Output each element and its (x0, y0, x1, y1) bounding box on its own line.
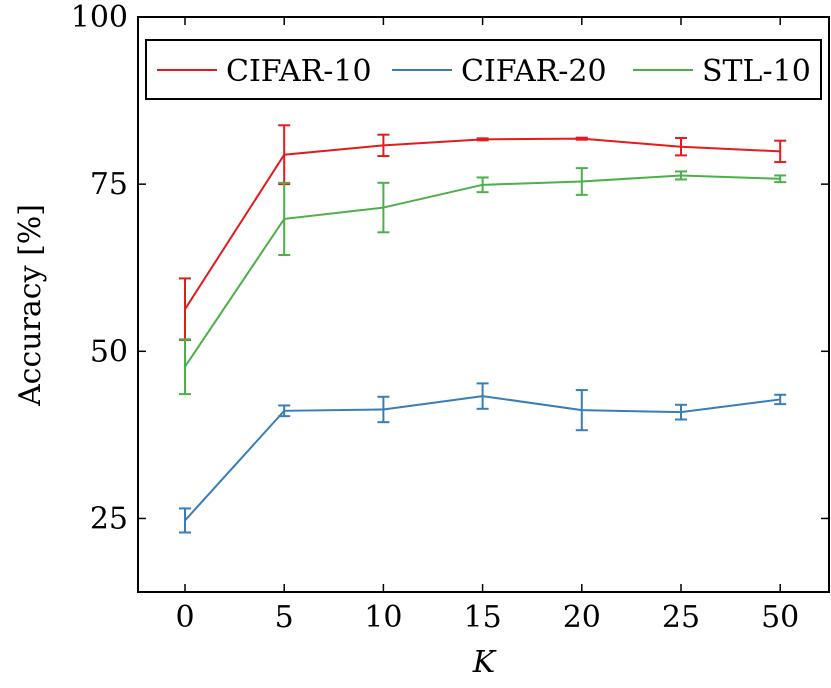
series-cifar-20 (179, 382, 787, 534)
series-layer (179, 124, 787, 534)
legend-label: CIFAR-20 (461, 54, 607, 89)
legend-label: CIFAR-10 (226, 54, 372, 89)
x-tick-label: 15 (464, 600, 502, 635)
x-tick-label: 5 (275, 600, 294, 635)
legend-label: STL-10 (702, 54, 811, 89)
legend-box (145, 39, 822, 100)
y-axis-title: Accuracy [%] (13, 204, 48, 407)
plot-frame (137, 16, 830, 593)
y-tick-label: 100 (71, 0, 128, 35)
series-cifar-10 (179, 124, 787, 341)
y-axis: 25 50 75 100 (71, 0, 829, 536)
series-line (184, 395, 781, 522)
x-tick-label: 10 (364, 600, 402, 635)
series-line (184, 137, 781, 310)
x-axis: 0 5 10 15 20 25 50 (175, 17, 799, 635)
x-tick-label: 0 (175, 600, 194, 635)
series-line (184, 174, 781, 368)
x-tick-label: 20 (563, 600, 601, 635)
x-axis-title: K (472, 645, 497, 680)
y-tick-label: 50 (90, 334, 128, 369)
series-stl-10 (179, 167, 787, 396)
legend: CIFAR-10 CIFAR-20 STL-10 (145, 39, 822, 100)
y-tick-label: 75 (90, 167, 128, 202)
x-tick-label: 25 (662, 600, 700, 635)
y-tick-label: 25 (90, 501, 128, 536)
x-tick-label: 50 (761, 600, 799, 635)
